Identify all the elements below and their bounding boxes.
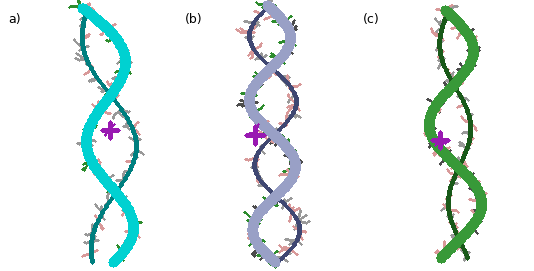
Text: a): a)	[8, 13, 21, 26]
Text: (c): (c)	[363, 13, 380, 26]
Text: (b): (b)	[185, 13, 202, 26]
